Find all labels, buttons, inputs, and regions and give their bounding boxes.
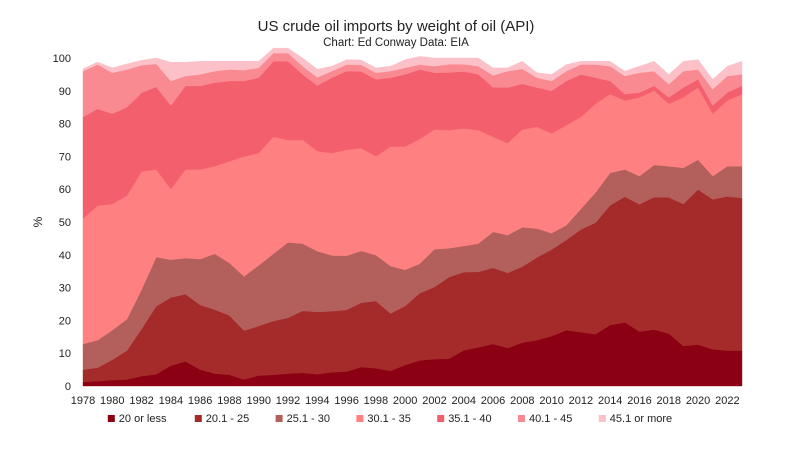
y-axis-label: % bbox=[31, 216, 45, 227]
x-tick-label: 1986 bbox=[188, 395, 212, 407]
y-axis: 0 10 20 30 40 50 60 70 80 90 100 bbox=[53, 53, 71, 393]
legend-swatch-5 bbox=[437, 415, 445, 422]
x-tick-label: 2020 bbox=[686, 395, 710, 407]
x-tick-label: 2000 bbox=[393, 395, 417, 407]
x-tick-label: 1996 bbox=[334, 395, 358, 407]
x-tick-label: 2022 bbox=[715, 395, 739, 407]
legend-swatch-6 bbox=[518, 415, 525, 422]
legend-label-3: 25.1 - 30 bbox=[287, 413, 330, 425]
legend-swatch-2 bbox=[194, 415, 202, 422]
legend-label-5: 35.1 - 40 bbox=[448, 413, 491, 425]
x-tick-label: 1994 bbox=[305, 395, 329, 407]
legend-label-4: 30.1 - 35 bbox=[367, 413, 410, 425]
x-tick-label: 1978 bbox=[71, 395, 95, 407]
legend-label-1: 20 or less bbox=[119, 413, 167, 425]
x-tick-label: 1982 bbox=[129, 395, 153, 407]
x-tick-label: 2016 bbox=[627, 395, 651, 407]
x-tick-label: 1988 bbox=[217, 395, 241, 407]
legend-label-2: 20.1 - 25 bbox=[206, 413, 249, 425]
legend-swatch-4 bbox=[356, 415, 364, 422]
legend-swatch-7 bbox=[598, 415, 606, 422]
x-tick-label: 2004 bbox=[452, 395, 476, 407]
y-tick-label: 80 bbox=[59, 119, 71, 131]
x-tick-label: 2008 bbox=[510, 395, 534, 407]
x-tick-label: 1990 bbox=[246, 395, 270, 407]
y-tick-label: 20 bbox=[59, 315, 71, 327]
y-tick-label: 50 bbox=[59, 217, 71, 229]
x-tick-label: 2002 bbox=[422, 395, 446, 407]
y-tick-label: 30 bbox=[59, 283, 71, 295]
y-tick-label: 60 bbox=[59, 184, 71, 196]
x-tick-label: 2014 bbox=[598, 395, 622, 407]
chart-subtitle: Chart: Ed Conway Data: EIA bbox=[323, 37, 469, 49]
y-tick-label: 90 bbox=[59, 86, 71, 98]
legend-label-7: 45.1 or more bbox=[610, 413, 672, 425]
area-layer bbox=[82, 47, 743, 387]
chart-title: US crude oil imports by weight of oil (A… bbox=[258, 18, 535, 35]
legend-label-6: 40.1 - 45 bbox=[529, 413, 572, 425]
y-tick-label: 10 bbox=[59, 348, 71, 360]
legend-swatch-1 bbox=[107, 415, 115, 422]
area-series-7 bbox=[82, 47, 743, 90]
x-tick-label: 2018 bbox=[657, 395, 681, 407]
y-tick-label: 40 bbox=[59, 250, 71, 262]
x-axis: 1978 1980 1982 1984 1986 1988 1990 1992 1994 1996… bbox=[71, 395, 740, 407]
y-tick-label: 100 bbox=[53, 53, 71, 65]
legend: 20 or less 20.1 - 25 25.1 - 30 30.1 - 35 35.… bbox=[107, 413, 672, 425]
x-tick-label: 1980 bbox=[100, 395, 124, 407]
x-tick-label: 1992 bbox=[276, 395, 300, 407]
x-tick-label: 1984 bbox=[159, 395, 183, 407]
legend-swatch-3 bbox=[275, 415, 283, 422]
y-tick-label: 70 bbox=[59, 151, 71, 163]
y-tick-label: 0 bbox=[65, 381, 71, 393]
x-tick-label: 1998 bbox=[364, 395, 388, 407]
x-tick-label: 2012 bbox=[569, 395, 593, 407]
x-tick-label: 2010 bbox=[539, 395, 563, 407]
x-tick-label: 2006 bbox=[481, 395, 505, 407]
